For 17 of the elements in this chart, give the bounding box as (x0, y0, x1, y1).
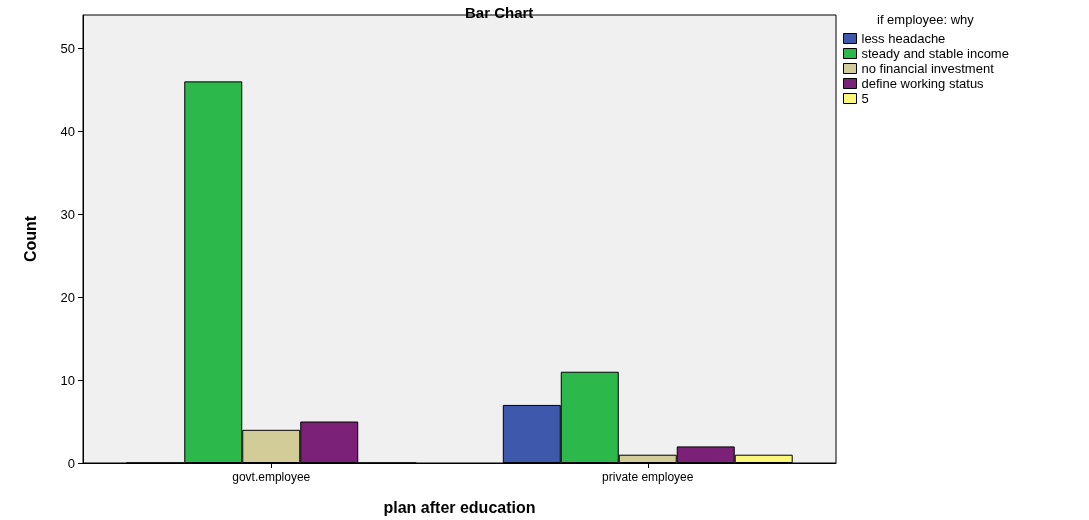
y-tick-label: 30 (60, 206, 75, 222)
y-tick-label: 50 (60, 40, 75, 56)
y-axis-title: Count (21, 215, 39, 263)
legend-label: steady and stable income (861, 46, 1009, 61)
x-tick-label: private employee (602, 470, 694, 484)
y-tick-label: 20 (60, 289, 75, 305)
legend-label: define working status (861, 76, 985, 91)
chart-title: Bar Chart (465, 4, 534, 21)
y-tick-label: 0 (67, 455, 75, 471)
x-axis-title: plan after education (383, 498, 536, 516)
x-tick-label: govt.employee (232, 470, 311, 484)
legend-label: 5 (861, 91, 869, 106)
legend-title: if employee: why (877, 12, 975, 27)
legend-label: less headache (861, 31, 946, 46)
y-tick-label: 10 (60, 372, 75, 388)
legend-label: no financial investment (861, 61, 995, 76)
y-tick-label: 40 (60, 123, 75, 139)
